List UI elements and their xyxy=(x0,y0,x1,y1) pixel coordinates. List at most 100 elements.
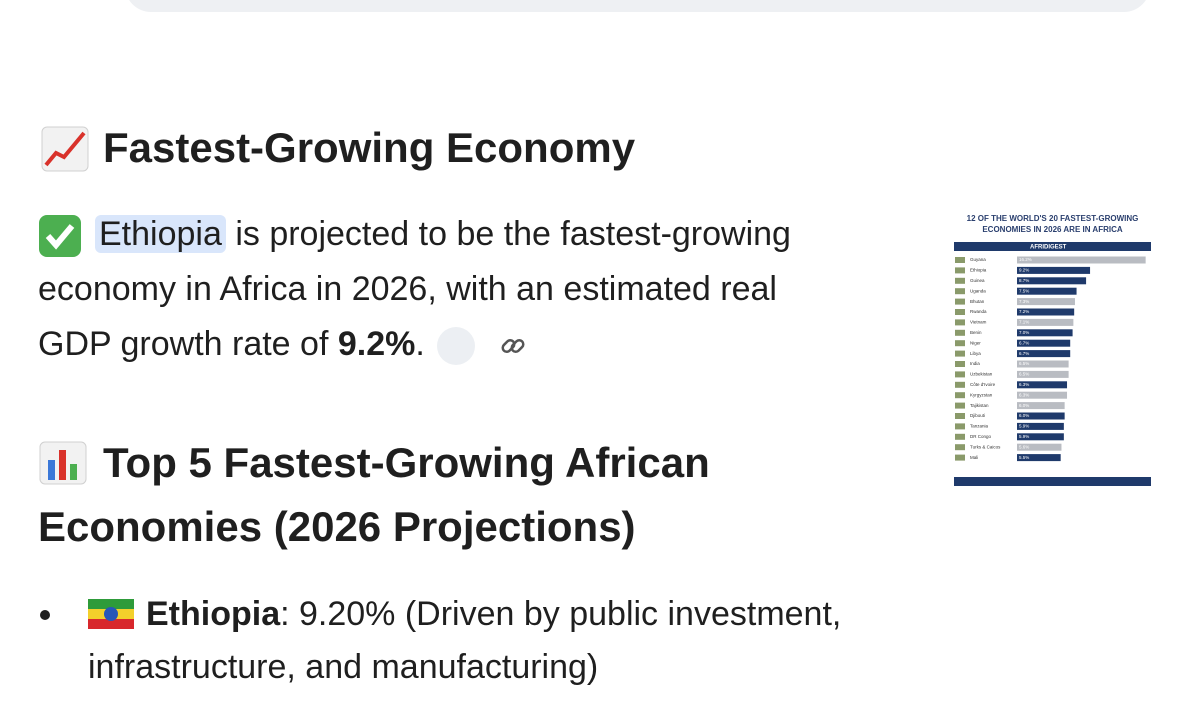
flag xyxy=(955,433,965,440)
country: Tajikistan xyxy=(970,403,989,408)
flag xyxy=(955,444,965,451)
value-label: 5.5% xyxy=(1019,455,1029,460)
source-thumbnail[interactable]: 12 OF THE WORLD'S 20 FASTEST-GROWING ECO… xyxy=(950,205,1155,490)
thumbnail-title: 12 OF THE WORLD'S 20 FASTEST-GROWING ECO… xyxy=(966,214,1139,234)
chart-emoji xyxy=(41,126,89,172)
value-label: 5.9% xyxy=(1019,434,1029,439)
flag xyxy=(955,381,965,388)
bar xyxy=(1017,287,1077,295)
flag xyxy=(955,309,965,315)
check-emoji xyxy=(39,215,81,257)
flag xyxy=(955,361,965,367)
paragraph: Ethiopia is projected to be the fastest-… xyxy=(38,207,798,372)
flag xyxy=(955,319,965,326)
value-label: 7.5% xyxy=(1019,288,1029,293)
country: Turks & Caicos xyxy=(970,444,1001,449)
bar-chart-emoji xyxy=(39,441,87,485)
flag-ethiopia xyxy=(88,599,134,629)
bar xyxy=(1017,391,1068,399)
country: Guinea xyxy=(970,278,985,283)
bar xyxy=(1017,381,1068,389)
value-label: 16.2% xyxy=(1019,257,1032,262)
bar xyxy=(1017,370,1069,378)
country: India xyxy=(970,361,980,366)
country: Niger xyxy=(970,340,981,345)
flag xyxy=(955,423,965,430)
bar xyxy=(1017,256,1146,264)
bar xyxy=(1017,412,1065,420)
country: Kyrgyzstan xyxy=(970,392,993,397)
value-label: 6.7% xyxy=(1019,351,1029,356)
country: Uganda xyxy=(970,288,986,293)
flag xyxy=(955,329,965,336)
source-link[interactable] xyxy=(436,327,525,366)
flag xyxy=(955,350,965,357)
country: Rwanda xyxy=(970,309,987,314)
country: Vietnam xyxy=(970,320,987,325)
bar xyxy=(1017,443,1062,451)
flag xyxy=(955,392,965,399)
text: is projected to be the fastest-growing e… xyxy=(38,215,791,363)
figure: 9.2% xyxy=(337,325,416,363)
country: Côte d'Ivoire xyxy=(970,382,996,387)
country: Uzbekistan xyxy=(970,372,993,377)
title-box: 12 OF THE WORLD'S 20 FASTEST-GROWING ECO… xyxy=(966,214,1139,234)
heading: Fastest-Growing Economy xyxy=(103,124,636,171)
flag xyxy=(955,298,965,305)
brand: AFRIDIGEST xyxy=(1030,245,1067,251)
value-label: 6.3% xyxy=(1019,392,1029,397)
value-label: 6.5% xyxy=(1019,372,1029,377)
country: Benin xyxy=(970,330,982,335)
bar xyxy=(1017,339,1071,347)
flag xyxy=(955,340,965,347)
flag xyxy=(955,257,965,263)
bar xyxy=(1017,318,1074,326)
bar xyxy=(1017,266,1091,274)
value-label: 7.0% xyxy=(1019,330,1029,335)
bar xyxy=(1017,329,1073,337)
search-bar[interactable] xyxy=(125,0,1150,12)
thumbnail-chart: 12 OF THE WORLD'S 20 FASTEST-GROWING ECO… xyxy=(950,205,1155,490)
value-label: 6.0% xyxy=(1019,403,1029,408)
text: : 9.20% (Driven by public investment, in… xyxy=(88,595,842,686)
country: Guyana xyxy=(970,257,986,262)
bar xyxy=(1017,298,1075,306)
bar xyxy=(1017,360,1069,368)
value-label: 7.2% xyxy=(1019,309,1029,314)
bar xyxy=(1017,402,1065,410)
flag xyxy=(955,413,965,419)
bar xyxy=(1017,277,1087,285)
flag xyxy=(955,277,965,284)
country: Libya xyxy=(970,351,981,356)
bar xyxy=(1017,308,1075,316)
bar xyxy=(1017,350,1071,358)
bar xyxy=(1017,422,1064,430)
country: DR Congo xyxy=(970,434,992,439)
flag xyxy=(955,371,965,378)
link-icon xyxy=(501,338,525,354)
country: Djibouti xyxy=(970,413,985,418)
heading: Top 5 Fastest-Growing African Economies … xyxy=(38,439,710,550)
value-label: 6.5% xyxy=(1019,361,1029,366)
bullet xyxy=(40,610,50,620)
country: Tanzania xyxy=(970,424,989,429)
value-label: 7.1% xyxy=(1019,320,1029,325)
bar xyxy=(1017,454,1061,462)
value-label: 8.7% xyxy=(1019,278,1029,283)
value-label: 9.2% xyxy=(1019,268,1029,273)
bar xyxy=(1017,433,1064,441)
value-label: 7.3% xyxy=(1019,299,1029,304)
flag xyxy=(955,267,965,274)
text: . xyxy=(415,325,425,363)
flag xyxy=(955,454,965,461)
value-label: 6.7% xyxy=(1019,340,1029,345)
value-label: 6.0% xyxy=(1019,413,1029,418)
thumbnail-bg xyxy=(950,205,1155,490)
country: Bhutan xyxy=(970,299,985,304)
value-label: 6.3% xyxy=(1019,382,1029,387)
flag xyxy=(955,402,965,409)
entity-link[interactable]: Ethiopia xyxy=(95,215,226,253)
flag xyxy=(955,288,965,295)
list-item: Ethiopia: 9.20% (Driven by public invest… xyxy=(88,588,948,694)
